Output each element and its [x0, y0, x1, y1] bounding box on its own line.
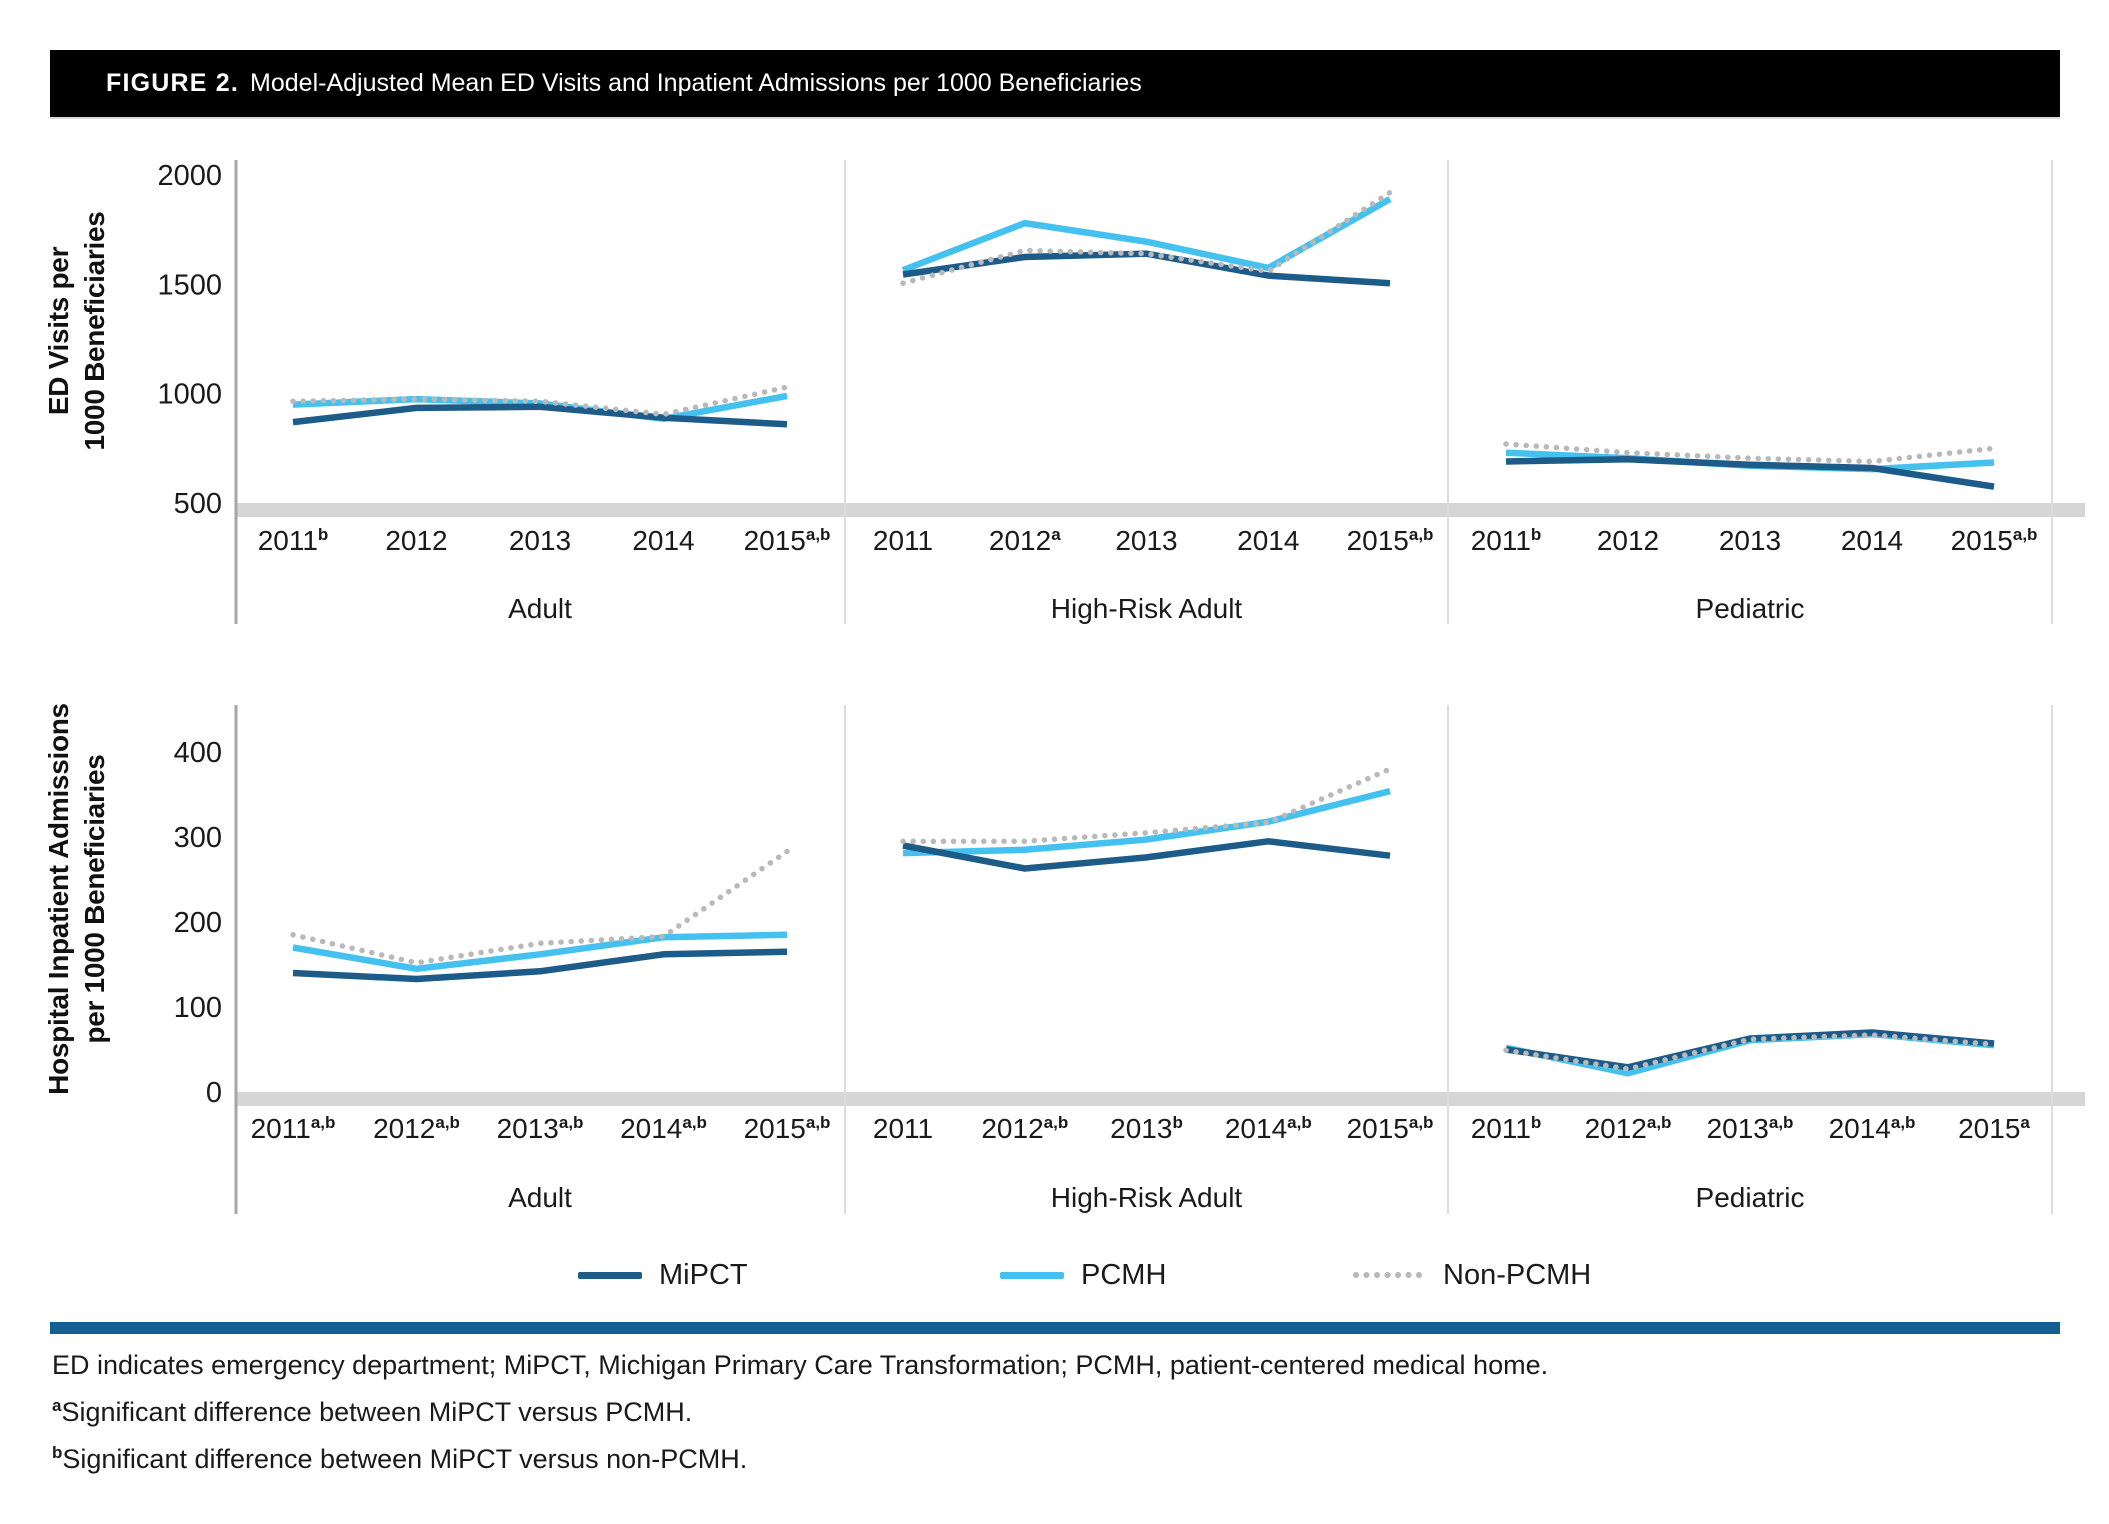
x-tick-label: 2015a — [1958, 1113, 2030, 1144]
footnote-a-sup: a — [52, 1396, 62, 1415]
x-tick-label: 2013 — [1719, 525, 1781, 556]
panel-title: Adult — [508, 593, 572, 624]
x-tick-label: 2013b — [1110, 1113, 1183, 1144]
x-axis-band — [235, 1092, 2085, 1106]
x-tick-label: 2012a — [989, 525, 1061, 556]
series-line-pcmh — [901, 196, 1392, 274]
y-tick-label: 0 — [206, 1077, 222, 1109]
x-tick-label: 2012a,b — [373, 1113, 460, 1144]
figure-number-label: FIGURE 2. — [106, 69, 240, 97]
legend-item-pcmh: PCMH — [1000, 1257, 1166, 1293]
footnote-a: aSignificant difference between MiPCT ve… — [52, 1397, 1548, 1427]
series-line-non-pcmh — [290, 848, 790, 966]
series-line-mipct — [902, 250, 1391, 287]
x-tick-label: 2015a,b — [744, 525, 831, 556]
figure-title-text: Model-Adjusted Mean ED Visits and Inpati… — [250, 69, 1142, 97]
legend-item-non-pcmh: Non-PCMH — [1352, 1257, 1591, 1293]
x-tick-label: 2012a,b — [1585, 1113, 1672, 1144]
x-tick-label: 2014a,b — [1829, 1113, 1916, 1144]
y-tick-label: 500 — [174, 488, 222, 520]
x-tick-label: 2015a,b — [1951, 525, 2038, 556]
legend-label-non-pcmh: Non-PCMH — [1443, 1258, 1592, 1291]
y-axis-title: Hospital Inpatient Admissions per 1000 Be… — [43, 703, 110, 1095]
series-line-non-pcmh — [900, 766, 1393, 845]
legend-label-mipct: MiPCT — [659, 1258, 748, 1291]
x-tick-label: 2011a,b — [251, 1113, 336, 1144]
y-tick-label: 100 — [174, 992, 222, 1024]
y-tick-label: 2000 — [157, 160, 222, 192]
y-axis-title: ED Visits per 1000 Beneficiaries — [43, 212, 110, 451]
series-line-mipct — [292, 948, 788, 983]
y-tick-label: 1500 — [157, 269, 222, 301]
series-line-mipct — [902, 838, 1391, 872]
x-tick-label: 2011b — [1471, 525, 1542, 556]
series-line-pcmh — [902, 787, 1391, 857]
mipct-line-swatch-icon — [578, 1271, 642, 1279]
panel-title: Pediatric — [1696, 1182, 1805, 1213]
x-tick-label: 2013a,b — [497, 1113, 584, 1144]
series-line-mipct — [1505, 1029, 1995, 1071]
panel-title: High-Risk Adult — [1051, 1182, 1243, 1213]
svg-text:1000 Beneficiaries: 1000 Beneficiaries — [79, 212, 110, 451]
x-tick-label: 2014 — [632, 525, 694, 556]
y-tick-label: 1000 — [157, 379, 222, 411]
svg-text:Hospital Inpatient Admissions: Hospital Inpatient Admissions — [43, 703, 74, 1095]
x-axis-band — [235, 503, 2085, 517]
footnote-abbreviations: ED indicates emergency department; MiPCT… — [52, 1350, 1548, 1380]
series-line-non-pcmh — [1503, 1032, 1997, 1072]
svg-text:per 1000 Beneficiaries: per 1000 Beneficiaries — [79, 754, 110, 1043]
series-line-mipct — [1505, 456, 1995, 490]
svg-text:ED Visits per: ED Visits per — [43, 246, 74, 415]
x-tick-label: 2013 — [509, 525, 571, 556]
panel-title: Adult — [508, 1182, 572, 1213]
x-tick-label: 2011b — [258, 525, 329, 556]
x-tick-label: 2014a,b — [620, 1113, 707, 1144]
footnote-a-text: Significant difference between MiPCT ver… — [61, 1397, 693, 1427]
y-tick-label: 400 — [174, 737, 222, 769]
panel-title: Pediatric — [1696, 593, 1805, 624]
x-tick-label: 2011 — [873, 1113, 933, 1144]
x-tick-label: 2011 — [873, 525, 933, 556]
y-tick-label: 200 — [174, 907, 222, 939]
x-tick-label: 2014a,b — [1225, 1113, 1312, 1144]
legend-item-mipct: MiPCT — [578, 1257, 748, 1293]
x-tick-label: 2015a,b — [1347, 1113, 1434, 1144]
footnote-b-sup: b — [52, 1443, 63, 1462]
x-tick-label: 2015a,b — [1347, 525, 1434, 556]
x-tick-label: 2013a,b — [1707, 1113, 1794, 1144]
non-pcmh-dotted-line-swatch-icon — [1352, 1271, 1426, 1279]
x-tick-label: 2014 — [1841, 525, 1903, 556]
x-tick-label: 2012a,b — [981, 1113, 1068, 1144]
x-tick-label: 2012 — [385, 525, 447, 556]
footnote-b-text: Significant difference between MiPCT ver… — [62, 1444, 748, 1474]
legend-label-pcmh: PCMH — [1081, 1258, 1167, 1291]
panel-title: High-Risk Adult — [1051, 593, 1243, 624]
x-tick-label: 2011b — [1471, 1113, 1542, 1144]
x-tick-label: 2012 — [1597, 525, 1659, 556]
footnote-b: bSignificant difference between MiPCT ve… — [52, 1444, 1548, 1474]
series-line-non-pcmh — [290, 384, 790, 418]
footnotes: ED indicates emergency department; MiPCT… — [52, 1350, 1548, 1491]
x-tick-label: 2014 — [1237, 525, 1299, 556]
footer-divider-bar — [50, 1322, 2060, 1334]
series-line-non-pcmh — [1503, 441, 1997, 465]
footnote-text: ED indicates emergency department; MiPCT… — [52, 1350, 1549, 1380]
figure-title-bar: FIGURE 2. Model-Adjusted Mean ED Visits … — [50, 50, 2060, 119]
x-tick-label: 2013 — [1115, 525, 1177, 556]
y-tick-label: 300 — [174, 822, 222, 854]
series-line-mipct — [292, 403, 788, 428]
series-line-pcmh — [292, 931, 788, 973]
x-tick-label: 2015a,b — [744, 1113, 831, 1144]
pcmh-line-swatch-icon — [1000, 1271, 1064, 1279]
